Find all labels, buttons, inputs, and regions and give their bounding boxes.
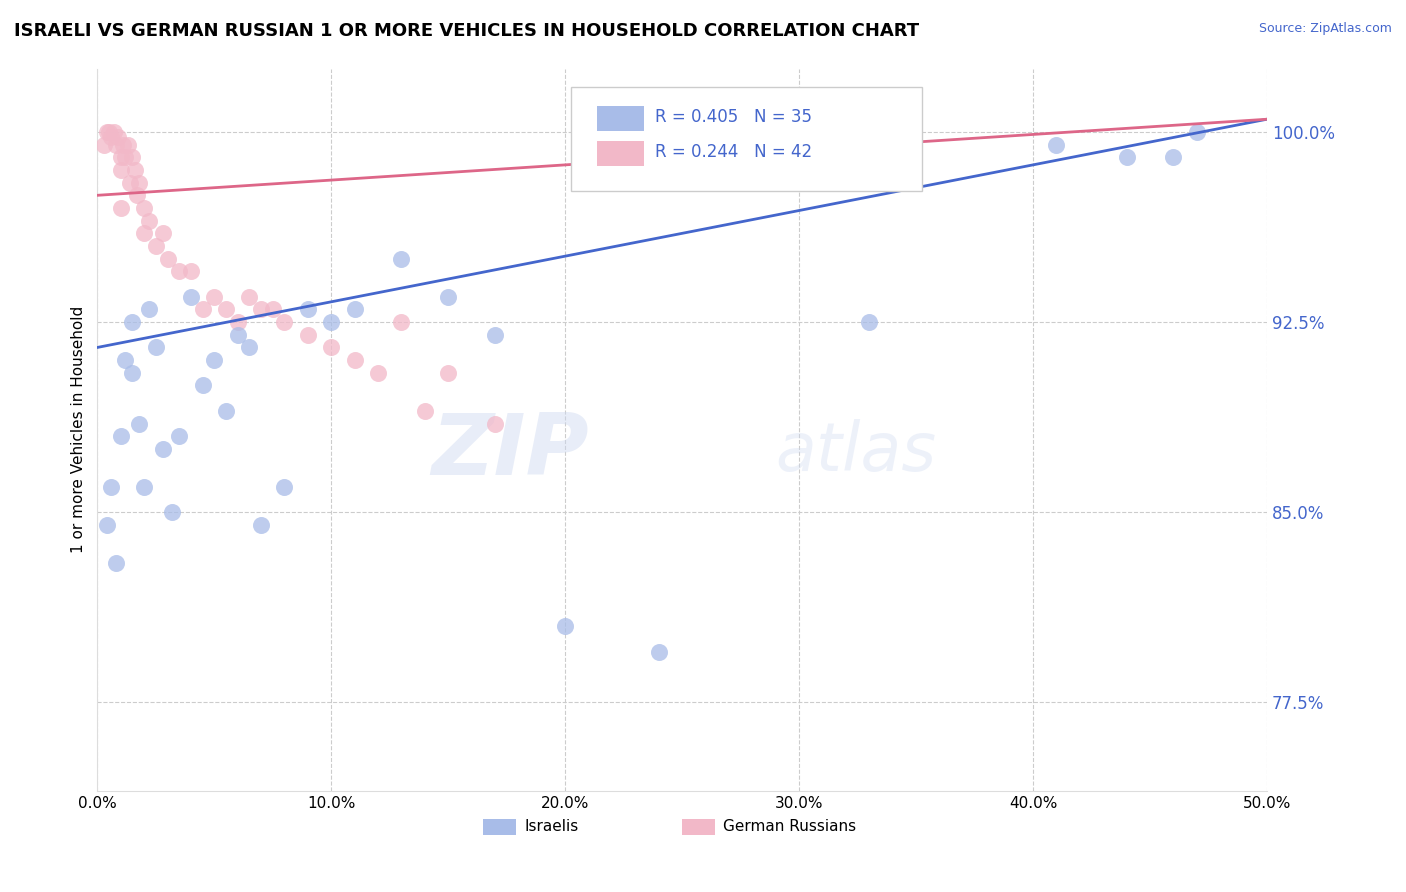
- Point: [858, 315, 880, 329]
- Point: [121, 366, 143, 380]
- Bar: [596, 141, 644, 166]
- Bar: [484, 819, 516, 835]
- Point: [152, 227, 174, 241]
- Point: [156, 252, 179, 266]
- Point: [226, 327, 249, 342]
- Point: [391, 252, 413, 266]
- Point: [114, 150, 136, 164]
- Point: [437, 290, 460, 304]
- Point: [134, 227, 156, 241]
- Text: R = 0.405   N = 35: R = 0.405 N = 35: [655, 108, 813, 126]
- Text: Israelis: Israelis: [524, 819, 578, 834]
- Point: [124, 163, 146, 178]
- Text: R = 0.244   N = 42: R = 0.244 N = 42: [655, 143, 813, 161]
- Bar: [596, 106, 644, 131]
- Point: [134, 201, 156, 215]
- Point: [117, 137, 139, 152]
- Point: [648, 645, 671, 659]
- Point: [1045, 137, 1067, 152]
- Point: [321, 341, 343, 355]
- Point: [413, 404, 436, 418]
- Text: German Russians: German Russians: [723, 819, 856, 834]
- Point: [273, 315, 295, 329]
- Point: [128, 176, 150, 190]
- Point: [110, 201, 132, 215]
- Point: [1115, 150, 1137, 164]
- Point: [105, 137, 128, 152]
- Point: [180, 264, 202, 278]
- Point: [100, 130, 122, 145]
- Point: [554, 619, 576, 633]
- Point: [215, 302, 238, 317]
- Point: [367, 366, 389, 380]
- Point: [128, 417, 150, 431]
- Text: Source: ZipAtlas.com: Source: ZipAtlas.com: [1258, 22, 1392, 36]
- Point: [138, 302, 160, 317]
- Point: [273, 480, 295, 494]
- Point: [437, 366, 460, 380]
- Point: [238, 290, 260, 304]
- Point: [110, 429, 132, 443]
- Y-axis label: 1 or more Vehicles in Household: 1 or more Vehicles in Household: [72, 306, 86, 553]
- Point: [484, 327, 506, 342]
- Point: [127, 188, 149, 202]
- Point: [167, 264, 190, 278]
- Point: [145, 239, 167, 253]
- Point: [202, 290, 225, 304]
- Point: [297, 302, 319, 317]
- FancyBboxPatch shape: [571, 87, 922, 192]
- Point: [238, 341, 260, 355]
- Point: [343, 302, 366, 317]
- Point: [191, 302, 214, 317]
- Point: [93, 137, 115, 152]
- Point: [100, 480, 122, 494]
- Point: [391, 315, 413, 329]
- Point: [484, 417, 506, 431]
- Point: [1185, 125, 1208, 139]
- Point: [103, 125, 125, 139]
- Point: [226, 315, 249, 329]
- Point: [297, 327, 319, 342]
- Text: ZIP: ZIP: [430, 410, 589, 493]
- Point: [114, 353, 136, 368]
- Point: [105, 556, 128, 570]
- Point: [120, 176, 142, 190]
- Point: [96, 518, 118, 533]
- Point: [191, 378, 214, 392]
- Point: [121, 150, 143, 164]
- Point: [134, 480, 156, 494]
- Bar: [682, 819, 714, 835]
- Point: [1163, 150, 1185, 164]
- Text: atlas: atlas: [776, 418, 936, 484]
- Point: [250, 518, 273, 533]
- Point: [112, 137, 135, 152]
- Point: [343, 353, 366, 368]
- Point: [262, 302, 284, 317]
- Point: [96, 125, 118, 139]
- Point: [215, 404, 238, 418]
- Point: [167, 429, 190, 443]
- Point: [250, 302, 273, 317]
- Point: [98, 125, 121, 139]
- Point: [202, 353, 225, 368]
- Point: [110, 150, 132, 164]
- Point: [321, 315, 343, 329]
- Point: [121, 315, 143, 329]
- Point: [138, 213, 160, 227]
- Point: [145, 341, 167, 355]
- Point: [152, 442, 174, 456]
- Point: [110, 163, 132, 178]
- Point: [160, 505, 183, 519]
- Text: ISRAELI VS GERMAN RUSSIAN 1 OR MORE VEHICLES IN HOUSEHOLD CORRELATION CHART: ISRAELI VS GERMAN RUSSIAN 1 OR MORE VEHI…: [14, 22, 920, 40]
- Point: [180, 290, 202, 304]
- Point: [107, 130, 129, 145]
